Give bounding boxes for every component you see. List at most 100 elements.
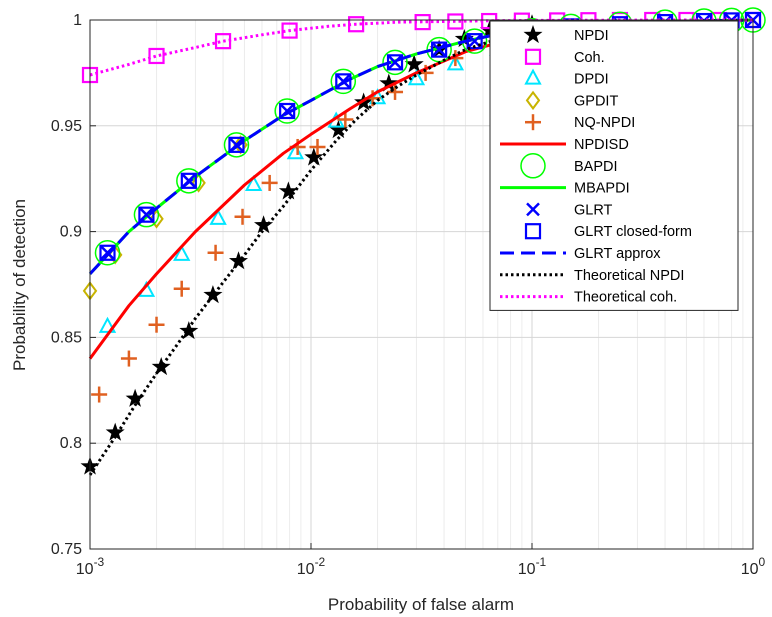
marker-x-b: [526, 202, 540, 217]
marker-plus: [309, 138, 326, 155]
legend-label: BAPDI: [574, 159, 618, 175]
legend-label: NPDI: [574, 28, 609, 44]
marker-diamond: [525, 90, 541, 111]
legend-label: Coh.: [574, 50, 605, 66]
x-tick-label: 10-3: [76, 555, 105, 578]
marker-plus: [120, 350, 137, 367]
x-tick-label: 10-1: [518, 555, 547, 578]
marker-circle: [94, 240, 121, 266]
marker-star: [328, 120, 348, 139]
marker-star: [404, 54, 424, 73]
legend-entry: Theoretical NPDI: [500, 268, 684, 284]
marker-square: [99, 244, 116, 261]
marker-star: [179, 321, 199, 340]
marker-square: [524, 223, 542, 240]
marker-circle: [223, 132, 250, 158]
marker-star: [278, 181, 298, 200]
marker-star: [523, 25, 543, 44]
legend: NPDI Coh. DPDI GPDIT NQ-NPDI NPDISD BAPDI MBAPD…: [489, 20, 739, 311]
marker-square: [431, 41, 448, 58]
legend-label: GLRT: [574, 202, 613, 218]
marker-plus: [173, 280, 190, 297]
marker-triangle: [407, 69, 426, 86]
marker-star: [254, 215, 274, 234]
y-tick-label: 0.85: [51, 329, 82, 346]
marker-plus: [337, 111, 354, 128]
marker-plus: [261, 174, 278, 191]
marker-triangle: [524, 68, 542, 85]
marker-square: [335, 73, 352, 90]
marker-circle: [274, 98, 300, 124]
marker-star: [125, 388, 145, 407]
marker-star: [203, 285, 223, 304]
marker-square: [148, 47, 165, 65]
marker-triangle: [446, 54, 465, 71]
marker-square: [228, 136, 245, 153]
legend-label: DPDI: [574, 72, 609, 88]
marker-star: [379, 73, 399, 92]
legend-entry: NQ-NPDI: [525, 114, 635, 131]
y-tick-label: 1: [73, 12, 82, 29]
legend-entry: GLRT closed-form: [524, 223, 692, 240]
y-tick-label: 0.75: [51, 541, 82, 558]
y-tick-label: 0.95: [51, 118, 82, 135]
marker-plus: [207, 244, 224, 261]
marker-x: [280, 104, 295, 118]
marker-star: [105, 422, 125, 441]
marker-x-b: [280, 104, 295, 118]
marker-plus: [234, 208, 251, 225]
marker-triangle: [209, 208, 227, 225]
legend-entry: BAPDI: [520, 153, 618, 179]
marker-square: [138, 206, 155, 223]
marker-triangle: [286, 143, 305, 160]
marker-circle: [382, 49, 408, 76]
legend-label: GLRT approx: [574, 246, 661, 262]
x-axis-label: Probability of false alarm: [328, 595, 514, 614]
marker-triangle: [368, 88, 387, 105]
x-tick-label: 100: [741, 555, 766, 578]
legend-entry: Coh.: [524, 48, 605, 66]
legend-entry: Theoretical coh.: [500, 290, 677, 306]
marker-diamond: [191, 173, 206, 193]
legend-entry: DPDI: [524, 68, 609, 88]
legend-entry: MBAPDI: [500, 181, 630, 197]
legend-label: GLRT closed-form: [574, 224, 692, 240]
marker-triangle: [244, 174, 263, 192]
y-axis-label: Probability of detection: [10, 199, 29, 371]
marker-plus: [148, 316, 165, 333]
legend-entry: NPDI: [523, 25, 609, 44]
legend-entry: GLRT approx: [500, 246, 661, 262]
legend-entry: NPDISD: [500, 137, 629, 153]
marker-plus: [525, 114, 541, 131]
legend-entry: GLRT: [526, 202, 613, 218]
legend-label: MBAPDI: [574, 181, 630, 197]
legend-entry: GPDIT: [525, 90, 618, 111]
y-tick-label: 0.8: [60, 435, 82, 452]
marker-circle: [133, 201, 160, 228]
marker-star: [151, 357, 171, 376]
marker-plus: [91, 386, 108, 403]
marker-triangle: [98, 316, 117, 333]
marker-star: [229, 251, 248, 270]
legend-box: [489, 20, 739, 311]
legend-label: Theoretical NPDI: [574, 268, 684, 284]
marker-square: [524, 48, 542, 65]
legend-label: Theoretical coh.: [574, 290, 677, 306]
marker-circle: [330, 68, 357, 95]
legend-label: NPDISD: [574, 137, 629, 153]
marker-star: [454, 29, 474, 48]
ticks: 10-3 10-2 10-1 100 0.75 0.8 0.85 0.9 0.95 1: [51, 12, 766, 578]
legend-label: GPDIT: [574, 93, 618, 109]
marker-x: [526, 202, 540, 217]
marker-square: [281, 22, 298, 39]
marker-star: [304, 147, 324, 166]
legend-label: NQ-NPDI: [574, 115, 635, 131]
marker-triangle: [173, 244, 191, 261]
axes-box: [89, 19, 754, 550]
marker-circle: [520, 153, 546, 179]
x-tick-label: 10-2: [297, 555, 326, 578]
marker-square: [180, 172, 197, 189]
y-tick-label: 0.9: [60, 224, 82, 241]
series-layer: [80, 7, 766, 476]
